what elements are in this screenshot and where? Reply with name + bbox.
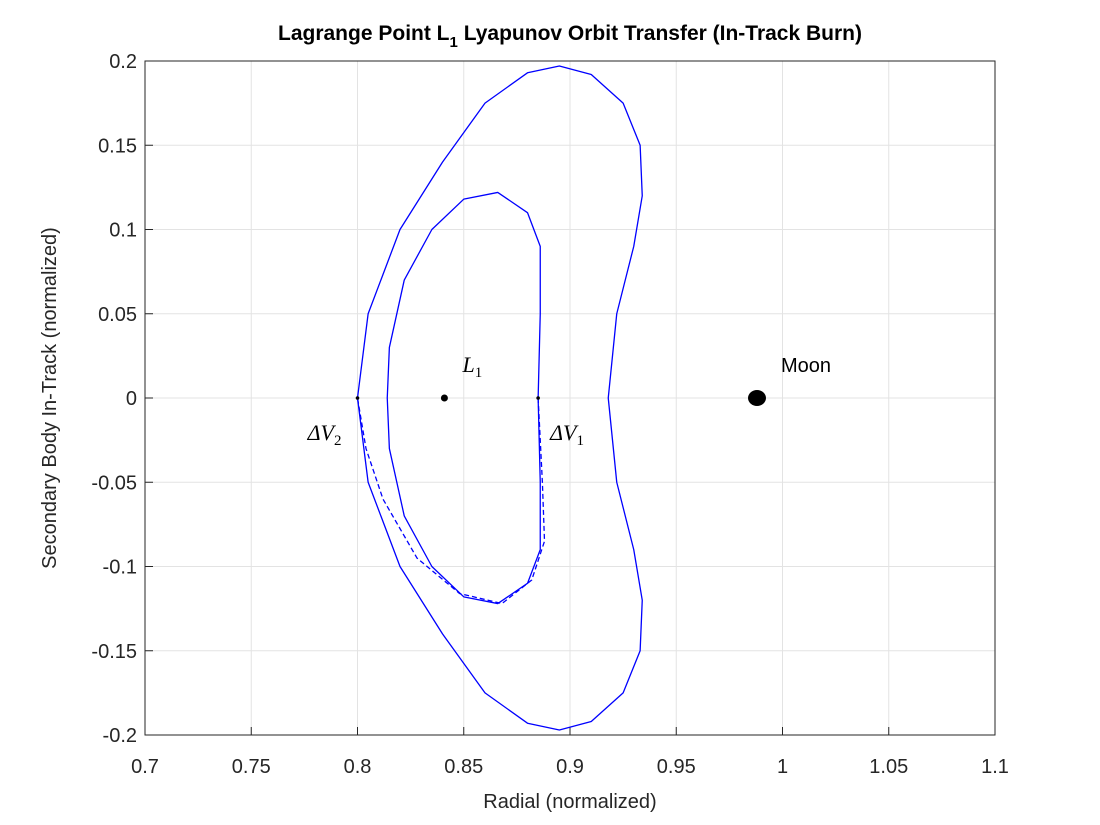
label-text: ΔV (307, 420, 337, 445)
x-tick-label: 0.7 (131, 756, 159, 778)
y-tick-label: 0.05 (98, 304, 137, 326)
title-text: Lagrange Point L (278, 22, 450, 45)
point-marker (536, 396, 540, 400)
chart-title: Lagrange Point L1 Lyapunov Orbit Transfe… (278, 22, 862, 51)
orbit-line (356, 397, 546, 605)
x-tick-label: 0.8 (344, 756, 372, 778)
y-tick-label: -0.1 (103, 557, 137, 579)
point-marker (440, 394, 448, 402)
label-text: Moon (781, 355, 831, 377)
x-axis-label: Radial (normalized) (483, 791, 656, 813)
x-tick-label: 0.95 (657, 756, 696, 778)
y-tick-label: -0.2 (103, 725, 137, 747)
label-text: L (462, 352, 475, 377)
x-tick-label: 1 (777, 756, 788, 778)
x-tick-label: 1.05 (869, 756, 908, 778)
label-subscript: 1 (576, 433, 584, 449)
x-tick-label: 0.85 (444, 756, 483, 778)
label-subscript: 1 (475, 365, 483, 381)
orbit-line (386, 191, 541, 605)
y-tick-label: 0.15 (98, 135, 137, 157)
x-tick-label: 0.9 (556, 756, 584, 778)
orbit-line (356, 65, 643, 731)
point-label: Moon (781, 355, 831, 377)
label-subscript: 2 (334, 433, 342, 449)
y-tick-label: 0 (126, 388, 137, 410)
point-marker (748, 390, 766, 406)
y-tick-label: 0.2 (109, 51, 137, 73)
point-label: ΔV2 (307, 420, 342, 449)
point-label: L1 (462, 352, 483, 381)
title-subscript: 1 (450, 34, 458, 51)
label-text: ΔV (549, 420, 579, 445)
point-marker (355, 396, 360, 400)
y-tick-label: -0.15 (91, 641, 137, 663)
point-label: ΔV1 (549, 420, 584, 449)
x-tick-label: 1.1 (981, 756, 1009, 778)
axes-box (144, 60, 996, 736)
y-tick-label: 0.1 (109, 220, 137, 242)
x-tick-label: 0.75 (232, 756, 271, 778)
title-text: Lyapunov Orbit Transfer (In-Track Burn) (458, 22, 862, 45)
y-tick-label: -0.05 (91, 472, 137, 494)
y-axis-label: Secondary Body In-Track (normalized) (39, 227, 61, 569)
